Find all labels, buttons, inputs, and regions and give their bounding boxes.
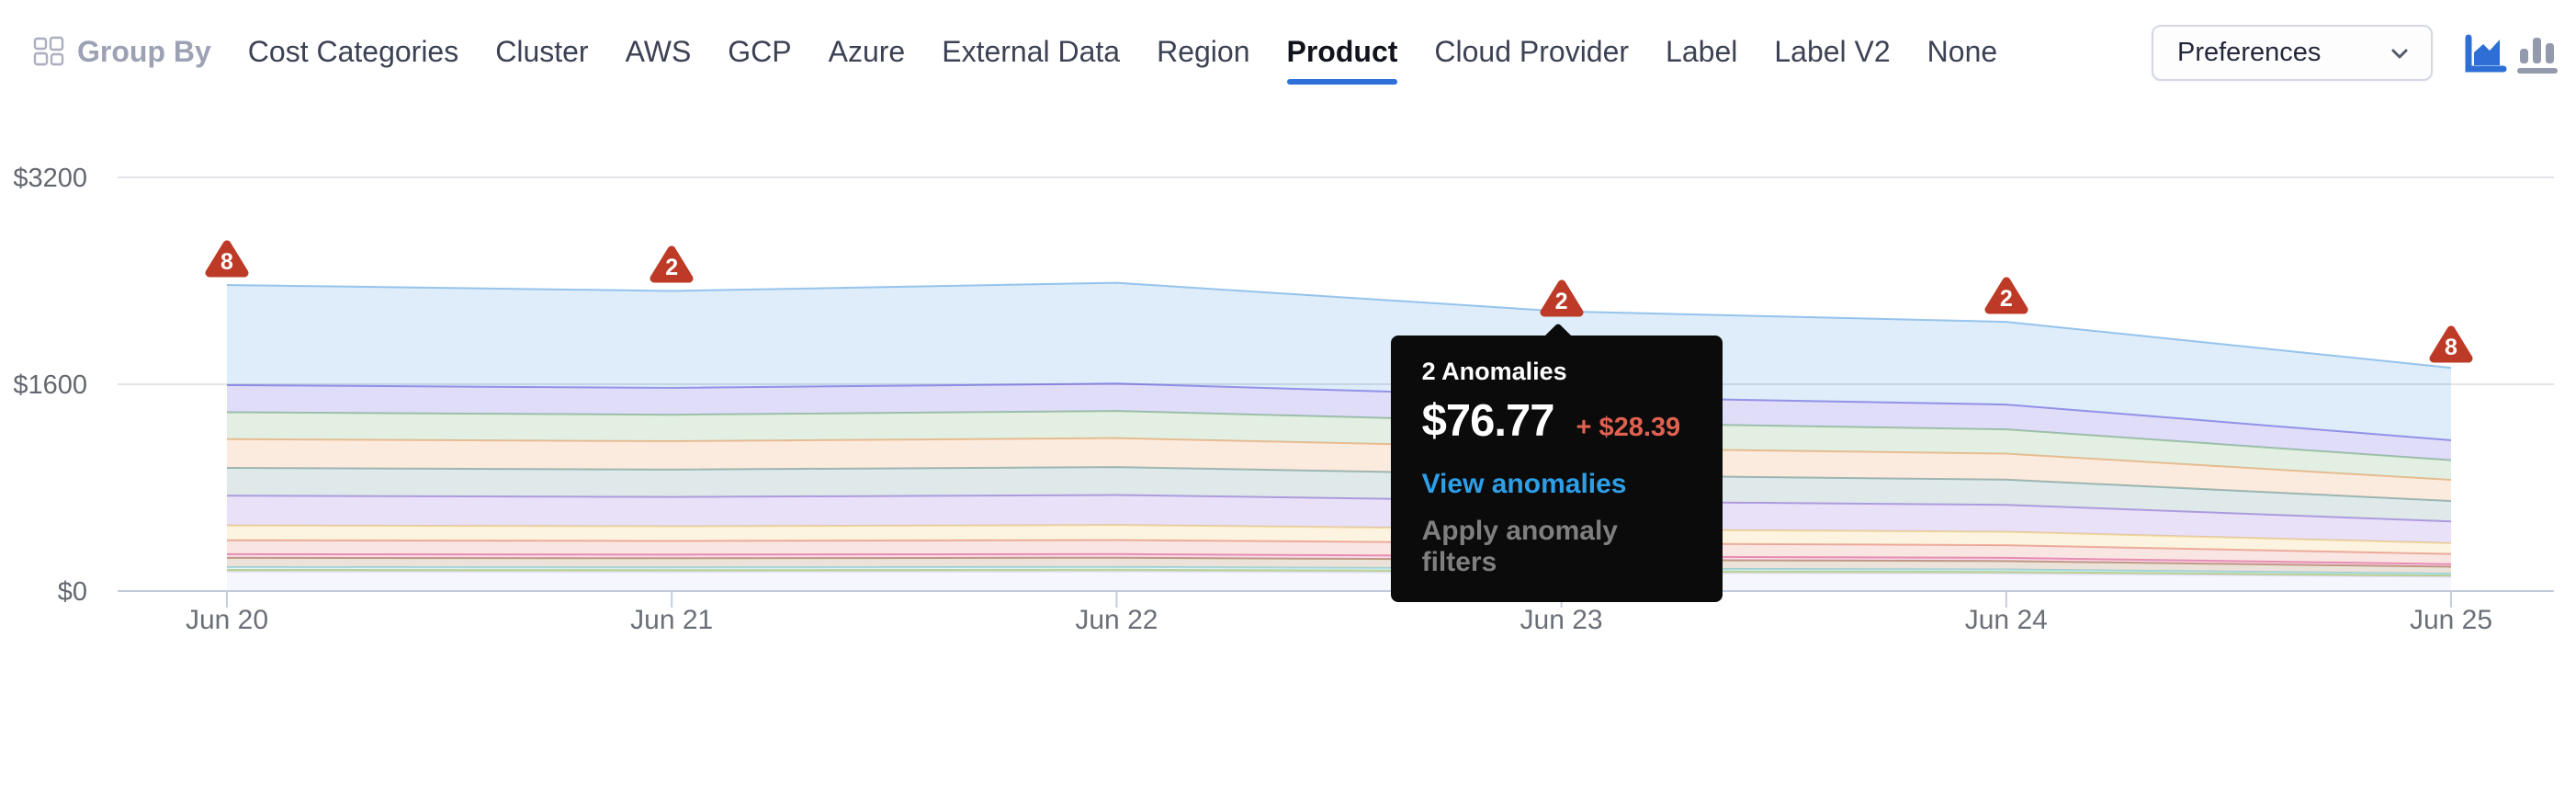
grid-icon [33,36,64,66]
tab-label[interactable]: Label [1666,34,1738,68]
anomaly-count: 2 [1554,288,1568,314]
anomaly-count: 8 [220,249,233,275]
tab-gcp[interactable]: GCP [728,34,792,68]
bar-chart-icon [2517,38,2558,74]
x-axis-label: Jun 23 [1520,605,1603,635]
chart-legend: Top 12 Product Amazon Elastic Compute Cl… [0,643,2576,785]
anomaly-count: 8 [2445,335,2457,361]
x-axis: Jun 20 Jun 21 Jun 22 Jun 23 Jun 24 Jun 25 [186,591,2492,635]
group-by-label: Group By [77,34,211,68]
series-band [227,557,2451,575]
header-bar: Group By Cost Categories Cluster AWS GCP Azu… [0,0,2576,103]
area-chart-icon [2465,34,2507,73]
warning-triangle-icon [2429,325,2473,363]
warning-triangle-icon [1540,279,1584,317]
warning-triangle-icon [205,240,249,278]
x-axis-label: Jun 20 [186,605,268,635]
anomaly-marker-jun-25[interactable]: 8 [2428,324,2474,365]
y-axis-label: $0 [58,577,87,607]
anomaly-tooltip: 2 Anomalies $76.77 + $28.39 View anomali… [1390,336,1723,602]
view-anomalies-link[interactable]: View anomalies [1421,469,1627,499]
x-axis-label: Jun 25 [2410,605,2492,635]
tab-region[interactable]: Region [1157,34,1250,68]
x-axis-label: Jun 21 [630,605,713,635]
tooltip-cost-value: $76.77 [1421,396,1555,446]
anomaly-marker-jun-21[interactable]: 2 [649,245,695,285]
series-band [227,525,2451,554]
x-axis-label: Jun 22 [1075,605,1158,635]
tab-product[interactable]: Product [1286,34,1398,85]
series-band [227,540,2451,564]
series-band [227,569,2451,577]
series-band [227,495,2451,543]
anomaly-marker-jun-23[interactable]: 2 [1539,279,1585,319]
gridlines: $0 $1600 $3200 [13,164,2554,607]
group-by-tabs: Cost Categories Cluster AWS GCP Azure Externa… [247,34,1998,85]
tab-azure[interactable]: Azure [828,34,906,68]
warning-triangle-icon [650,245,694,283]
area-chart-toggle-button[interactable] [2460,29,2508,77]
tab-cost-categories[interactable]: Cost Categories [247,34,459,68]
chevron-down-icon [2391,49,2408,58]
series-band [227,282,2451,440]
tab-none[interactable]: None [1926,34,1998,68]
bar-chart-toggle-button[interactable] [2514,29,2561,77]
group-by-control: Group By [33,35,211,69]
series-band [227,553,2451,567]
tooltip-title: 2 Anomalies [1421,358,1567,385]
series-band [227,467,2451,522]
series-band [227,438,2451,501]
x-axis-label: Jun 24 [1965,605,2048,635]
area-bands [226,281,2452,591]
series-band [227,571,2451,591]
y-axis-label: $3200 [13,164,87,193]
tab-cluster[interactable]: Cluster [495,34,589,68]
anomaly-marker-jun-24[interactable]: 2 [1983,276,2029,316]
apply-anomaly-filters-link[interactable]: Apply anomaly filters [1421,516,1618,577]
preferences-button[interactable]: Preferences [2152,25,2433,81]
tab-cloud-provider[interactable]: Cloud Provider [1434,34,1630,68]
anomaly-count: 2 [665,255,679,281]
preferences-label: Preferences [2177,38,2322,67]
tooltip-value-row: $76.77 + $28.39 [1422,395,1693,447]
tab-label-v2[interactable]: Label V2 [1774,34,1891,68]
warning-triangle-icon [1984,277,2028,314]
y-axis-label: $1600 [13,370,87,400]
anomaly-marker-jun-20[interactable]: 8 [204,239,250,279]
tab-external-data[interactable]: External Data [942,34,1121,68]
tooltip-cost-delta: + $28.39 [1576,413,1681,442]
series-band [227,566,2451,576]
tab-aws[interactable]: AWS [625,34,692,68]
anomaly-count: 2 [1999,286,2013,313]
